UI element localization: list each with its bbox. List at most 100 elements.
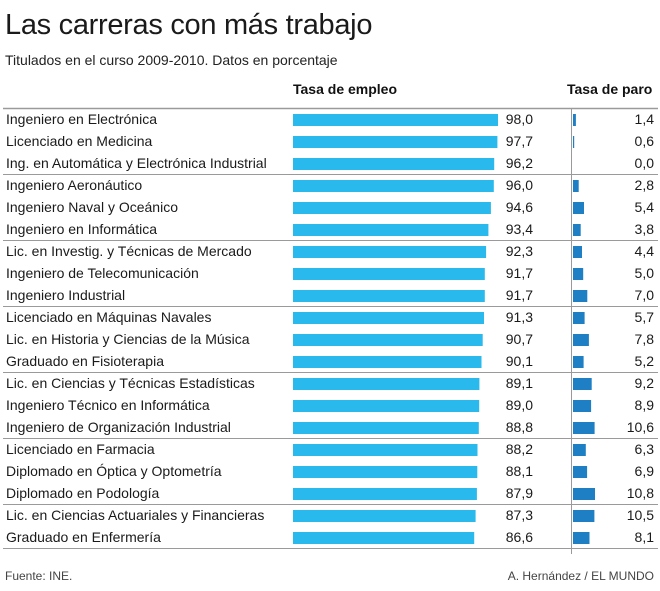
employment-bar	[293, 356, 482, 368]
unemployment-bar	[573, 356, 584, 368]
unemployment-value-label: 8,1	[635, 529, 655, 545]
employment-value-label: 87,3	[506, 507, 533, 523]
unemployment-value-label: 10,8	[627, 485, 654, 501]
author-credit: A. Hernández / EL MUNDO	[507, 569, 654, 583]
unemployment-bar	[573, 290, 588, 302]
employment-bar	[293, 488, 477, 500]
employment-value-label: 94,6	[506, 199, 533, 215]
employment-bar	[293, 334, 483, 346]
employment-value-label: 96,0	[506, 177, 533, 193]
source-note: Fuente: INE.	[5, 569, 73, 583]
category-label: Ing. en Automática y Electrónica Industr…	[6, 155, 267, 171]
employment-bar	[293, 422, 479, 434]
unemployment-value-label: 1,4	[635, 111, 655, 127]
category-label: Diplomado en Óptica y Optometría	[6, 463, 222, 479]
unemployment-bar	[573, 180, 579, 192]
employment-value-label: 93,4	[506, 221, 533, 237]
unemployment-bar	[573, 422, 595, 434]
employment-bar	[293, 114, 498, 126]
employment-bar	[293, 532, 475, 544]
unemployment-bar	[573, 400, 592, 412]
category-label: Licenciado en Farmacia	[6, 441, 155, 457]
employment-value-label: 90,7	[506, 331, 533, 347]
category-label: Ingeniero Industrial	[6, 287, 125, 303]
employment-value-label: 86,6	[506, 529, 533, 545]
employment-value-label: 88,2	[506, 441, 533, 457]
employment-value-label: 96,2	[506, 155, 533, 171]
employment-bar	[293, 158, 495, 170]
unemployment-bar	[573, 510, 595, 522]
unemployment-bar	[573, 136, 575, 148]
unemployment-value-label: 6,3	[635, 441, 655, 457]
unemployment-value-label: 10,6	[627, 419, 654, 435]
unemployment-value-label: 5,7	[635, 309, 655, 325]
employment-bar	[293, 510, 476, 522]
employment-bar	[293, 268, 485, 280]
unemployment-bar	[573, 312, 585, 324]
unemployment-bar	[573, 268, 584, 280]
unemployment-value-label: 9,2	[635, 375, 655, 391]
category-label: Ingeniero Aeronáutico	[6, 177, 142, 193]
employment-bar	[293, 378, 480, 390]
chart-subtitle: Titulados en el curso 2009-2010. Datos e…	[5, 52, 338, 68]
unemployment-bar	[573, 224, 581, 236]
category-label: Licenciado en Medicina	[6, 133, 153, 149]
unemployment-bar	[573, 488, 595, 500]
unemployment-value-label: 7,0	[635, 287, 655, 303]
employment-bar	[293, 136, 498, 148]
category-label: Ingeniero en Electrónica	[6, 111, 157, 127]
category-label: Graduado en Enfermería	[6, 529, 161, 545]
unemployment-bar	[573, 202, 584, 214]
employment-bar	[293, 246, 487, 258]
unemployment-bar	[573, 532, 590, 544]
unemployment-value-label: 0,0	[635, 155, 655, 171]
unemployment-value-label: 7,8	[635, 331, 655, 347]
employment-bar	[293, 290, 485, 302]
employment-value-label: 92,3	[506, 243, 533, 259]
employment-bar	[293, 466, 478, 478]
unemployment-value-label: 3,8	[635, 221, 655, 237]
unemployment-value-label: 10,5	[627, 507, 654, 523]
employment-bar	[293, 202, 491, 214]
unemployment-value-label: 5,2	[635, 353, 655, 369]
employment-value-label: 91,7	[506, 287, 533, 303]
category-label: Lic. en Ciencias y Técnicas Estadísticas	[6, 375, 255, 391]
category-label: Ingeniero de Telecomunicación	[6, 265, 199, 281]
unemployment-bar	[573, 114, 576, 126]
category-label: Lic. en Investig. y Técnicas de Mercado	[6, 243, 252, 259]
employment-value-label: 88,8	[506, 419, 533, 435]
unemployment-value-label: 5,0	[635, 265, 655, 281]
employment-value-label: 91,3	[506, 309, 533, 325]
category-label: Licenciado en Máquinas Navales	[6, 309, 211, 325]
employment-bar	[293, 444, 478, 456]
category-label: Diplomado en Podología	[6, 485, 160, 501]
unemployment-bar	[573, 378, 592, 390]
employment-value-label: 89,0	[506, 397, 533, 413]
employment-value-label: 87,9	[506, 485, 533, 501]
unemployment-value-label: 4,4	[635, 243, 655, 259]
employment-column-header: Tasa de empleo	[293, 81, 398, 97]
unemployment-bar	[573, 444, 586, 456]
category-label: Ingeniero en Informática	[6, 221, 157, 237]
unemployment-value-label: 2,8	[635, 177, 655, 193]
category-label: Ingeniero Técnico en Informática	[6, 397, 210, 413]
employment-bar	[293, 312, 484, 324]
category-label: Ingeniero de Organización Industrial	[6, 419, 231, 435]
employment-value-label: 97,7	[506, 133, 533, 149]
employment-value-label: 98,0	[506, 111, 533, 127]
category-label: Graduado en Fisioterapia	[6, 353, 164, 369]
chart-title: Las carreras con más trabajo	[5, 9, 373, 41]
employment-value-label: 91,7	[506, 265, 533, 281]
category-label: Ingeniero Naval y Oceánico	[6, 199, 178, 215]
unemployment-bar	[573, 246, 582, 258]
employment-bar	[293, 400, 480, 412]
category-label: Lic. en Historia y Ciencias de la Música	[6, 331, 250, 347]
unemployment-bar	[573, 334, 589, 346]
employment-value-label: 90,1	[506, 353, 533, 369]
unemployment-value-label: 6,9	[635, 463, 655, 479]
unemployment-value-label: 0,6	[635, 133, 655, 149]
unemployment-bar	[573, 466, 588, 478]
employment-bar	[293, 224, 489, 236]
employment-value-label: 89,1	[506, 375, 533, 391]
